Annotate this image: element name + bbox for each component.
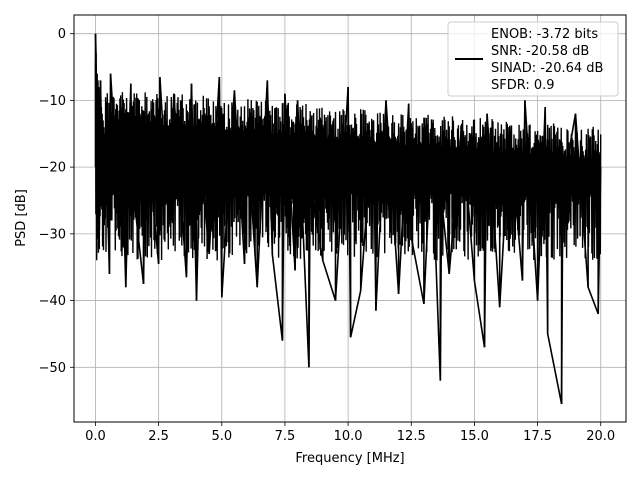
legend: ENOB: -3.72 bits SNR: -20.58 dB SINAD: -20…: [447, 21, 619, 97]
x-tick-label: 5.0: [211, 429, 232, 444]
x-tick-label: 7.5: [275, 429, 296, 444]
legend-entry-line: SNR: -20.58 dB: [491, 44, 589, 59]
x-tick-label: 0.0: [85, 429, 106, 444]
x-tick-label: 17.5: [523, 429, 552, 444]
legend-box: [447, 21, 619, 97]
x-tick-label: 12.5: [397, 429, 426, 444]
legend-entry-line: SINAD: -20.64 dB: [491, 61, 603, 76]
y-tick-label: −30: [39, 227, 66, 242]
legend-entry-line: ENOB: -3.72 bits: [491, 27, 598, 42]
y-tick-label: −10: [39, 94, 66, 109]
plot-area: [94, 33, 602, 405]
x-axis-ticks: 0.0 2.5 5.0 7.5 10.0 12.5 15.0 17.5 20.0: [85, 422, 615, 444]
axes-frame: [73, 14, 627, 423]
y-tick-label: 0: [58, 27, 66, 42]
x-tick-label: 15.0: [460, 429, 489, 444]
x-tick-label: 20.0: [586, 429, 615, 444]
legend-entry-line: SFDR: 0.9: [491, 78, 555, 93]
y-axis-label: PSD [dB]: [14, 189, 29, 247]
x-tick-label: 10.0: [334, 429, 363, 444]
y-tick-label: −20: [39, 161, 66, 176]
x-tick-label: 2.5: [148, 429, 169, 444]
y-axis-ticks: 0 −10 −20 −30 −40 −50: [39, 27, 74, 376]
series-layer: [94, 33, 602, 405]
y-tick-label: −40: [39, 294, 66, 309]
legend-entry-text: ENOB: -3.72 bits SNR: -20.58 dB SINAD: -20…: [491, 27, 603, 93]
x-axis-label: Frequency [MHz]: [295, 451, 404, 466]
y-tick-label: −50: [39, 361, 66, 376]
